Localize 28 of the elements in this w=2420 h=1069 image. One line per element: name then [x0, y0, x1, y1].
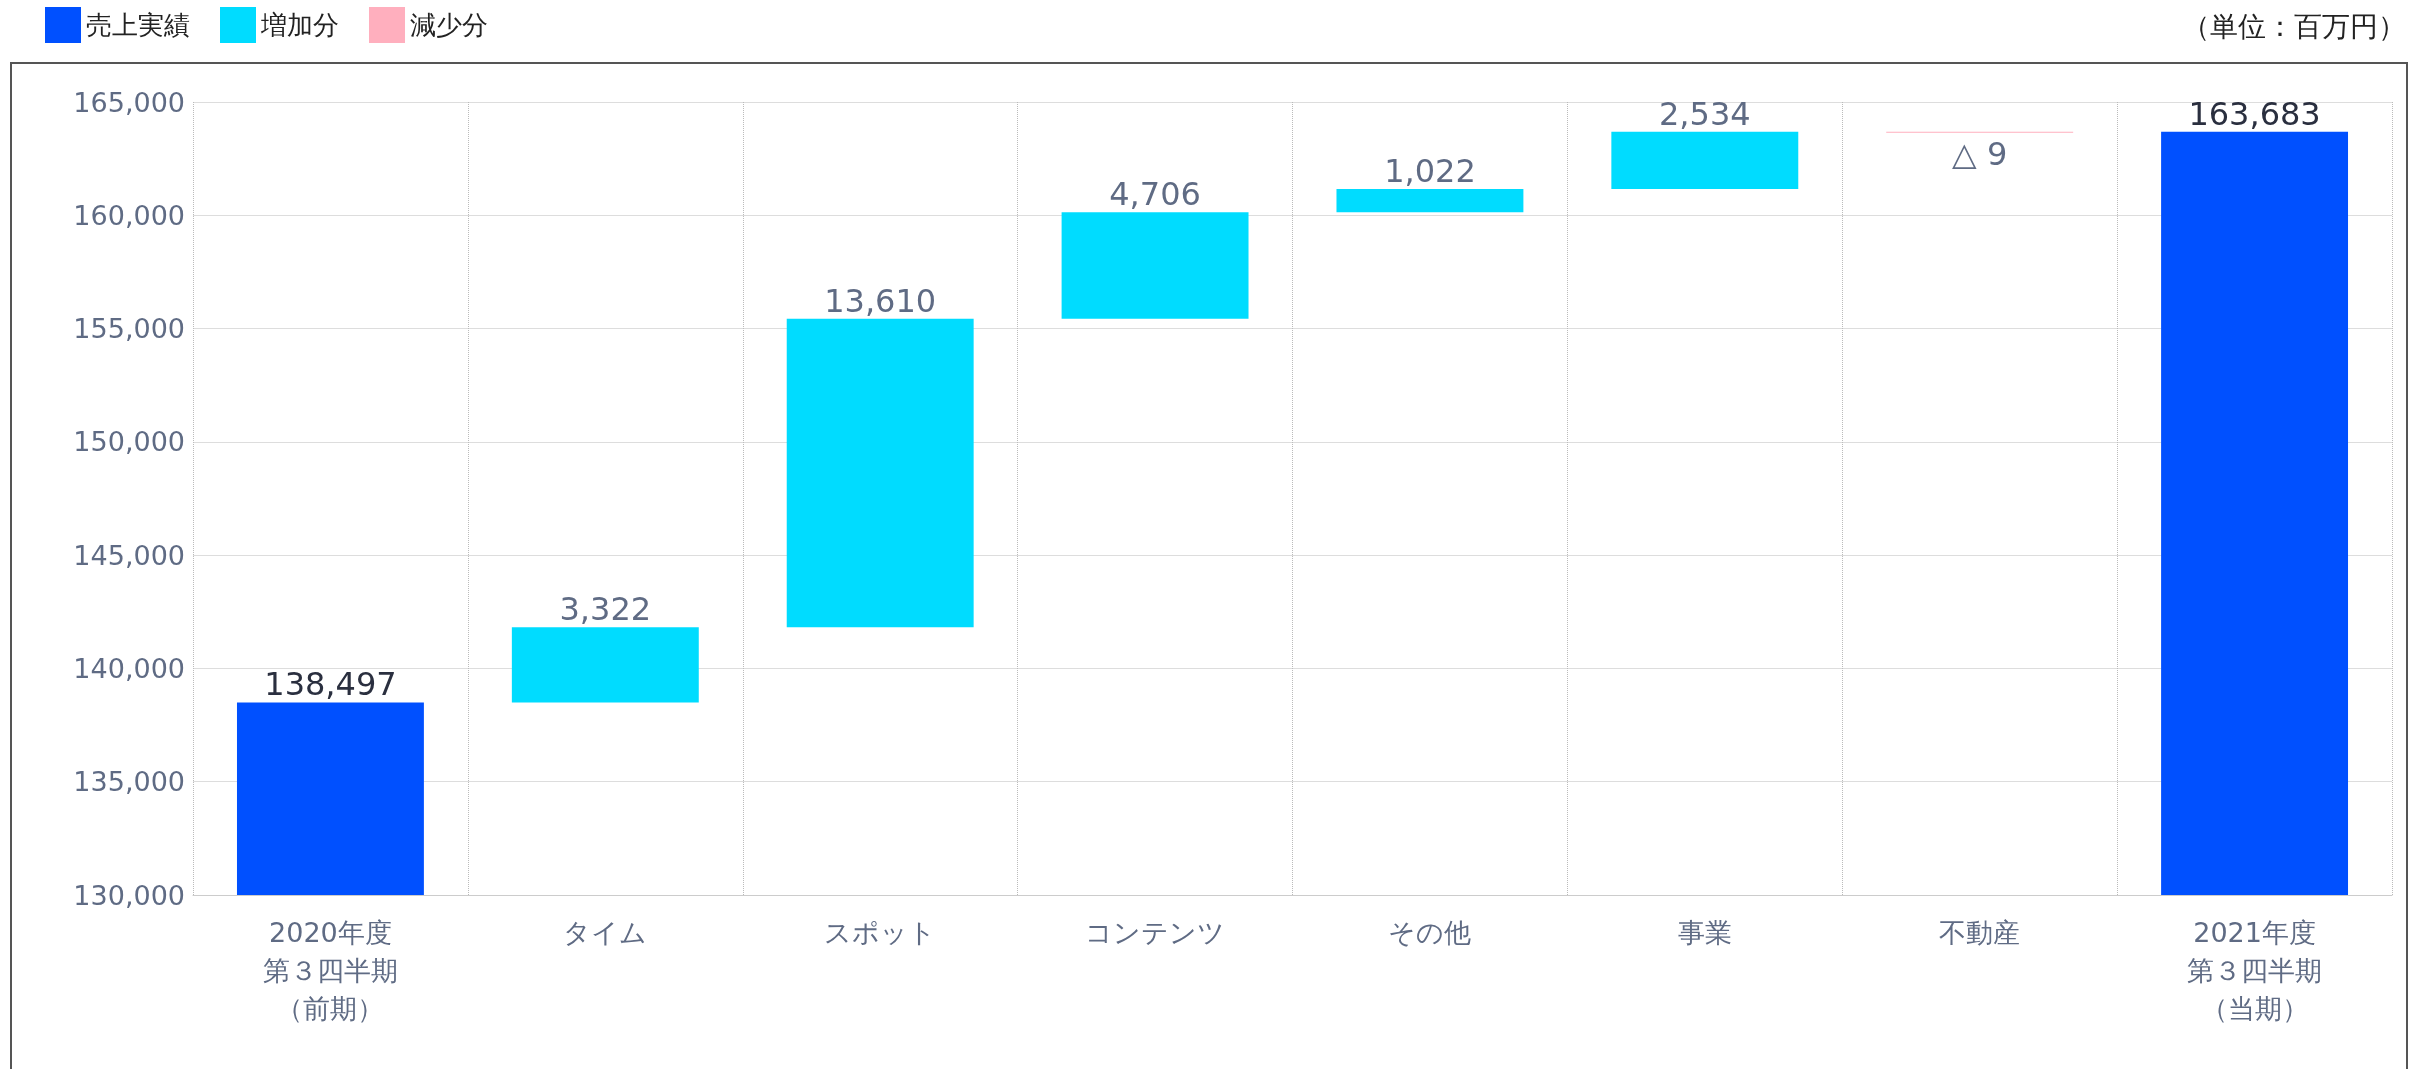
data-label: 163,683 — [2188, 94, 2321, 133]
y-tick-label: 130,000 — [73, 879, 185, 911]
data-label: 138,497 — [264, 665, 397, 704]
x-tick-label: コンテンツ — [1085, 916, 1226, 948]
y-tick-label: 160,000 — [73, 199, 185, 231]
y-tick-label: 155,000 — [73, 313, 185, 345]
x-tick-label: 不動産 — [1939, 916, 2021, 948]
data-label: △ 9 — [1952, 134, 2008, 173]
data-label: 2,534 — [1659, 94, 1751, 133]
x-tick-label: タイム — [563, 916, 648, 948]
y-tick-label: 145,000 — [73, 539, 185, 571]
data-label: 3,322 — [559, 590, 652, 629]
y-tick-label: 135,000 — [73, 766, 185, 798]
x-tick-label: 2021年度第３四半期（当期） — [2187, 916, 2323, 1024]
text: （単位：百万円） — [2182, 9, 2406, 45]
legend-label: 売上実績 — [86, 10, 190, 40]
data-label: 4,706 — [1109, 175, 1201, 214]
y-tick-label: 165,000 — [73, 86, 185, 118]
legend-label: 減少分 — [410, 10, 488, 40]
y-tick-label: 150,000 — [73, 426, 185, 458]
data-label: 13,610 — [824, 281, 937, 320]
x-tick-label: その他 — [1388, 916, 1472, 948]
data-label: 1,022 — [1384, 152, 1476, 191]
legend-label: 増加分 — [260, 10, 339, 40]
x-tick-label: スポット — [824, 916, 937, 948]
x-tick-label: 事業 — [1677, 916, 1732, 948]
x-tick-label: 2020年度第３四半期（前期） — [262, 916, 398, 1024]
y-tick-label: 140,000 — [73, 652, 185, 684]
